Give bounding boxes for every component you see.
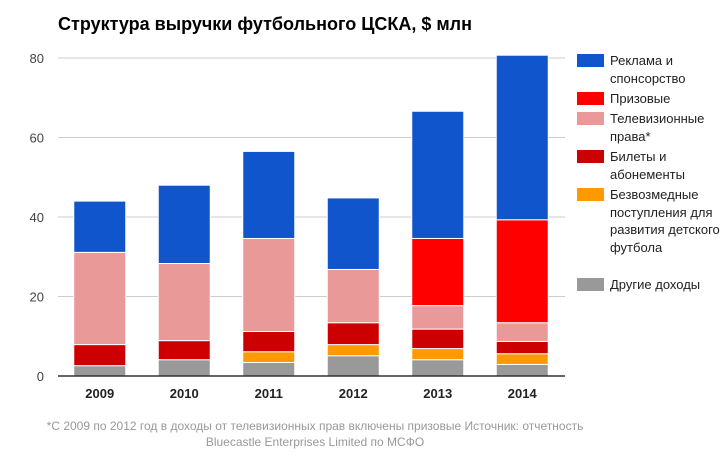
bar-segment [326,344,380,357]
bar-segment [326,197,380,270]
bar-segment [411,348,465,361]
legend-swatch [577,112,604,125]
bar-segment [242,150,296,239]
x-tick-label: 2013 [423,386,452,401]
y-axis-ticks: 0 20 40 60 80 [30,51,44,384]
bar-segment [242,361,296,377]
bar-segment [495,219,549,324]
x-tick-label: 2011 [255,386,283,401]
bar-segment [411,328,465,350]
legend-swatch [577,92,604,105]
bar-segment [157,359,211,377]
x-tick-label: 2014 [508,386,538,401]
bar-segment [157,184,211,265]
bar-stack-2013 [411,110,465,377]
bar-segment [411,237,465,307]
footnote: *С 2009 по 2012 год в доходы от телевизи… [46,419,584,449]
bar-segment [495,353,549,365]
bar-segment [495,340,549,355]
bar-segment [73,344,127,367]
bar-stack-2014 [495,54,549,377]
gridlines [58,57,565,297]
x-tick-label: 2012 [339,386,368,401]
bar-segment [73,251,127,346]
legend-swatch [577,278,604,291]
y-tick-label: 20 [30,290,44,305]
bar-stack-2010 [157,184,211,377]
bar-segment [242,330,296,353]
bar-stack-2011 [242,150,296,377]
legend-swatch [577,150,604,163]
bar-segment [242,237,296,332]
y-tick-label: 0 [37,369,44,384]
bar-segment [242,351,296,363]
legend-swatch [577,188,604,201]
bar-segment [495,54,549,221]
bar-stack-2012 [326,197,380,377]
bar-segment [73,200,127,253]
bar-segment [157,340,211,361]
bars [73,54,549,377]
legend-swatch [577,54,604,67]
bar-segment [495,363,549,377]
bar-segment [73,365,127,377]
bar-segment [495,322,549,342]
bar-segment [157,263,211,342]
chart-title: Структура выручки футбольного ЦСКА, $ мл… [58,14,472,34]
legend-label: Реклама и спонсорство [610,53,686,86]
bar-segment [411,305,465,330]
x-axis-ticks: 2009 2010 2011 2012 2013 2014 [85,386,537,401]
bar-stack-2009 [73,200,127,377]
bar-segment [411,359,465,377]
legend-label: Телевизионные права* [610,111,705,144]
legend-label: Билеты и абонементы [610,149,685,182]
legend-label: Призовые [610,91,671,106]
x-tick-label: 2009 [85,386,114,401]
y-tick-label: 40 [30,210,44,225]
bar-segment [326,355,380,377]
x-tick-label: 2010 [170,386,199,401]
bar-segment [326,268,380,324]
bar-segment [326,322,380,346]
bar-segment [411,110,465,239]
legend-label: Другие доходы [610,277,701,292]
y-tick-label: 60 [30,131,44,146]
legend-label: Безвозмедные поступления для развития де… [610,187,720,255]
y-tick-label: 80 [30,51,44,66]
